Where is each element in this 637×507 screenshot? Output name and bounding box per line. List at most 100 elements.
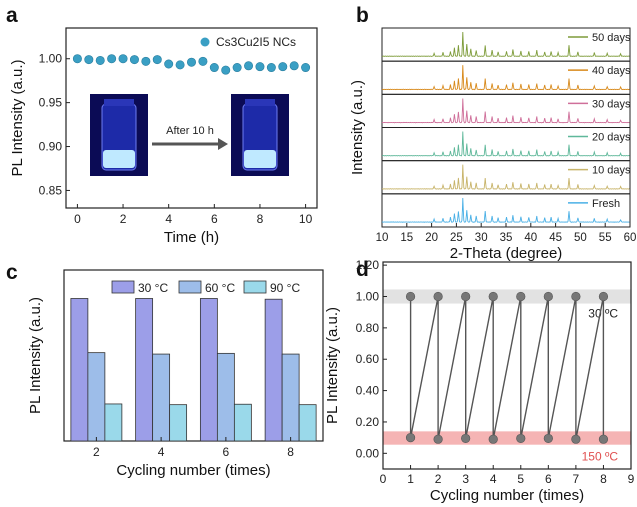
x-tick-label: 2: [435, 472, 442, 486]
bar: [104, 403, 123, 442]
y-axis-label: PL Intensity (a.u.): [324, 307, 341, 424]
vial-cap: [104, 99, 134, 106]
xrd-pattern: [381, 31, 630, 58]
vial-glow: [103, 150, 135, 168]
data-point: [84, 55, 94, 65]
xrd-pattern: [381, 98, 630, 124]
legend-label: 40 days: [592, 65, 631, 77]
stack-frame: [381, 27, 631, 62]
x-axis-label: Cycling number (times): [430, 487, 584, 504]
band: [383, 431, 631, 445]
bar: [281, 353, 300, 442]
data-point: [461, 291, 471, 302]
x-tick-label: 4: [158, 445, 165, 459]
y-tick-label: 1.00: [356, 290, 380, 304]
panel-label: b: [356, 4, 369, 27]
legend-swatch: [178, 280, 202, 294]
x-tick-label: 7: [573, 472, 580, 486]
panel-label: a: [6, 4, 18, 27]
data-point: [405, 291, 416, 302]
xrd-pattern: [382, 131, 630, 157]
data-point: [129, 55, 139, 65]
panel-c: c 2 4 6 8 30 °C 60 °C 90 °C Cycling number (time…: [6, 261, 324, 479]
plot-frame: [63, 269, 324, 442]
x-tick-label: 55: [599, 232, 612, 244]
vial-cap: [245, 99, 275, 106]
x-tick-label: 40: [524, 232, 537, 244]
x-tick-label: 6: [545, 472, 552, 486]
legend-swatch: [243, 280, 267, 294]
x-tick-label: 0: [380, 472, 387, 486]
panel-a: a 0 2 4 6 8 10 0.85 0.90 0.95 1.00 Time (h) PL Inten…: [6, 4, 318, 246]
data-point: [571, 434, 581, 444]
arrow-head: [218, 138, 228, 150]
y-axis-label: Intensity (a.u.): [349, 80, 366, 175]
x-tick-label: 25: [450, 232, 463, 244]
data-point: [72, 54, 82, 64]
x-tick-label: 5: [517, 472, 524, 486]
data-point: [516, 291, 526, 302]
x-tick-label: 6: [211, 212, 218, 226]
x-tick-label: 4: [490, 472, 497, 486]
legend-label: 60 °C: [205, 281, 235, 295]
data-point: [232, 63, 242, 73]
data-point: [543, 433, 553, 444]
data-point: [516, 433, 526, 444]
data-point: [543, 291, 553, 302]
x-tick-label: 0: [74, 212, 81, 226]
x-tick-label: 50: [574, 232, 587, 244]
legend-label: 20 days: [592, 132, 631, 144]
cycle-line: [409, 296, 605, 440]
plot-frame: [382, 261, 632, 470]
y-axis-label: PL Intensity (a.u.): [9, 59, 26, 176]
x-tick-label: 6: [223, 445, 230, 459]
data-point: [152, 55, 162, 65]
panel-label: d: [356, 258, 369, 281]
data-point: [488, 291, 498, 302]
data-point: [433, 291, 443, 302]
y-tick-label: 0.20: [356, 415, 380, 429]
data-point: [198, 56, 208, 66]
x-tick-label: 8: [287, 445, 294, 459]
x-tick-label: 2: [93, 445, 100, 459]
data-point: [461, 433, 471, 444]
bar: [199, 298, 218, 442]
data-point: [187, 57, 197, 67]
x-tick-label: 60: [624, 232, 637, 244]
x-tick-label: 35: [500, 232, 513, 244]
x-tick-label: 4: [165, 212, 172, 226]
data-point: [107, 54, 117, 64]
x-axis-label: 2-Theta (degree): [450, 245, 563, 262]
x-tick-label: 9: [628, 472, 635, 486]
x-tick-label: 45: [549, 232, 562, 244]
y-tick-label: 0.85: [39, 183, 63, 197]
data-point: [278, 62, 288, 72]
data-point: [209, 63, 219, 73]
y-tick-label: 0.60: [356, 352, 380, 366]
bar: [87, 352, 106, 442]
x-tick-label: 10: [299, 212, 313, 226]
y-tick-label: 0.80: [356, 321, 380, 335]
bar: [70, 298, 89, 442]
x-tick-label: 15: [400, 232, 413, 244]
panel-b: b Fresh 10 days 20 days 30 days 40 days 50 day…: [349, 4, 636, 262]
data-point: [255, 62, 265, 72]
legend-label: Cs3Cu2I5 NCs: [216, 35, 296, 49]
data-point: [301, 63, 311, 73]
panel-label: c: [6, 261, 18, 284]
xrd-pattern: [381, 197, 630, 223]
data-point: [95, 55, 105, 65]
data-point: [598, 434, 609, 444]
legend-label: Fresh: [592, 198, 620, 210]
y-tick-label: 0.00: [356, 446, 380, 460]
band-label-150: 150 ºC: [582, 449, 619, 463]
x-tick-label: 3: [462, 472, 469, 486]
y-tick-label: 0.90: [39, 140, 63, 154]
legend-label: 90 °C: [270, 281, 300, 295]
data-point: [244, 61, 254, 71]
legend-label: 50 days: [592, 32, 631, 44]
data-point: [289, 61, 299, 71]
data-point: [571, 291, 581, 302]
bar: [169, 404, 188, 442]
